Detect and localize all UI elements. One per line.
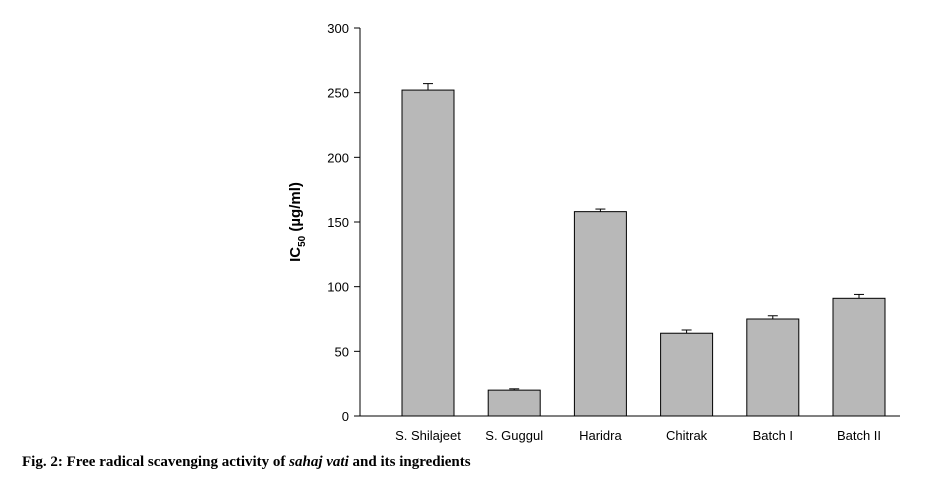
bar [573, 211, 627, 417]
caption-italic: sahaj vati [289, 454, 349, 470]
y-tick-label: 300 [327, 21, 349, 36]
chart: 0 50 100 150 200 250 300 S. Shilajeet S. Guggul… [287, 21, 900, 443]
y-tick-label: 150 [327, 215, 349, 230]
bar [832, 297, 886, 417]
bar [487, 389, 541, 417]
y-axis-label-main: IC [287, 247, 304, 262]
y-tick-label: 0 [342, 409, 349, 424]
x-tick-label: Haridra [579, 428, 622, 443]
x-tick-label: Chitrak [666, 428, 708, 443]
x-tick-label: Batch II [837, 428, 881, 443]
x-tick-label: S. Shilajeet [395, 428, 461, 443]
y-tick-label: 50 [335, 344, 349, 359]
x-tick-label: Batch I [753, 428, 793, 443]
x-tick-label: S. Guggul [485, 428, 543, 443]
bars [401, 83, 886, 417]
bar [660, 332, 714, 417]
caption-prefix: Fig. 2: Free radical scavenging activity… [22, 454, 290, 470]
y-axis-label-sub: 50 [297, 235, 308, 247]
caption-suffix: and its ingredients [348, 454, 471, 470]
y-ticks: 0 50 100 150 200 250 300 [327, 21, 360, 424]
y-tick-label: 100 [327, 280, 349, 295]
bar [401, 89, 455, 417]
x-tick-labels: S. Shilajeet S. Guggul Haridra Chitrak Batch… [395, 428, 881, 443]
y-axis-label-unit: (µg/ml) [287, 182, 304, 236]
figure-caption: Fig. 2: Free radical scavenging activity… [22, 454, 471, 471]
y-tick-label: 200 [327, 150, 349, 165]
bar [746, 318, 800, 417]
y-axis-label: IC50 (µg/ml) [287, 182, 308, 262]
y-tick-label: 250 [327, 86, 349, 101]
